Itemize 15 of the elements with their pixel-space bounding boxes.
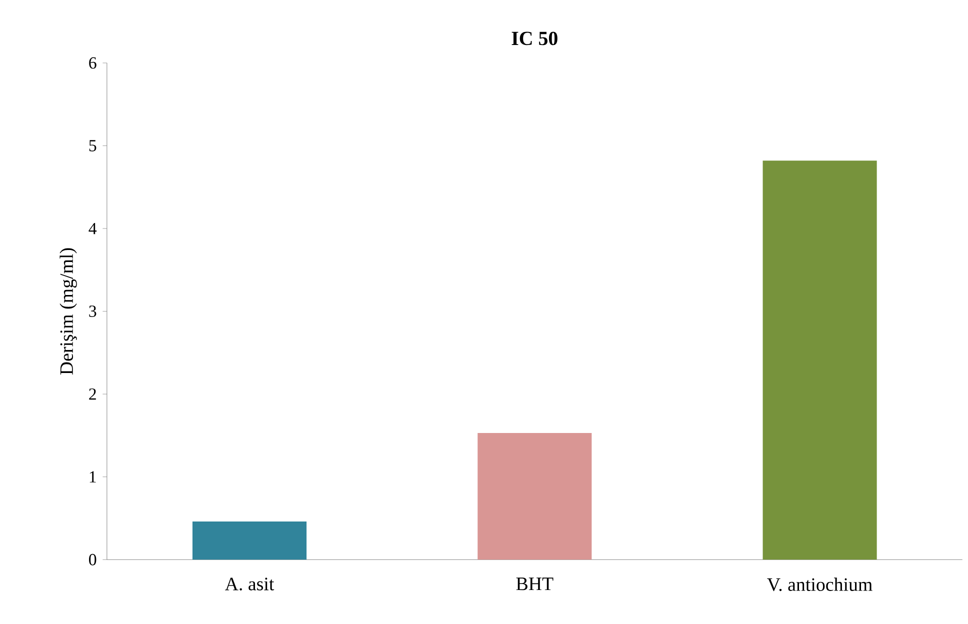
x-tick-label: A. asit	[225, 578, 274, 591]
bar	[762, 160, 877, 560]
x-tick-label: V. antiochium	[767, 578, 872, 592]
y-tick-label: 3	[89, 306, 96, 318]
x-tick-label: BHT	[516, 578, 554, 590]
y-tick-label: 5	[89, 140, 96, 152]
y-tick-label: 2	[89, 388, 96, 400]
y-axis-title: Derişim (mg/ml)	[60, 248, 77, 375]
y-tick-label: 1	[90, 471, 96, 483]
y-tick-label: 6	[89, 57, 96, 69]
chart-title: IC 50	[512, 32, 558, 46]
bar	[478, 433, 592, 560]
bar	[192, 522, 307, 560]
y-tick-label: 4	[88, 223, 97, 234]
y-tick-label: 0	[89, 554, 96, 566]
